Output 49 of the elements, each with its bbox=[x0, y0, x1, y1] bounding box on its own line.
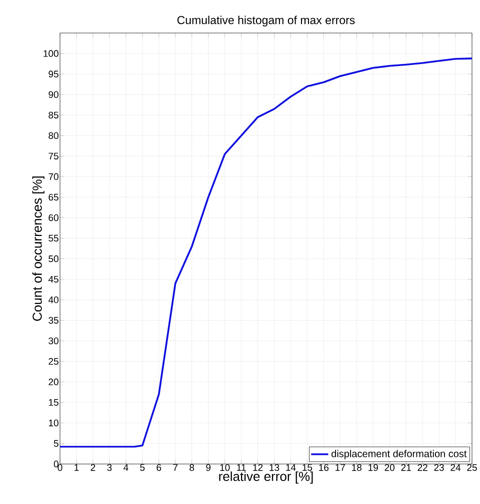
y-tick-label: 70 bbox=[48, 173, 58, 180]
x-tick-label: 2 bbox=[90, 464, 96, 471]
x-tick-label: 5 bbox=[140, 464, 145, 471]
x-tick-label: 7 bbox=[173, 464, 178, 471]
y-tick-label: 40 bbox=[48, 296, 58, 304]
x-tick-label: 3 bbox=[107, 464, 112, 471]
chart-title: Cumulative histogam of max errors bbox=[177, 16, 355, 26]
y-tick-label: 50 bbox=[48, 255, 58, 262]
x-tick-label: 20 bbox=[384, 464, 395, 471]
x-tick-label: 8 bbox=[190, 464, 194, 471]
x-tick-label: 24 bbox=[450, 464, 461, 471]
y-tick-label: 30 bbox=[48, 337, 58, 344]
x-axis-title: relative error [%] bbox=[219, 471, 313, 484]
x-tick-label: 17 bbox=[336, 464, 345, 471]
legend-label: displacement deformation cost bbox=[332, 450, 467, 460]
x-tick-label: 25 bbox=[467, 464, 477, 471]
y-axis-title: Count of occurrences [%] bbox=[32, 176, 44, 321]
y-tick-label: 100 bbox=[44, 50, 58, 57]
y-tick-label: 15 bbox=[48, 399, 58, 406]
x-tick-label: 11 bbox=[237, 464, 246, 471]
x-tick-label: 4 bbox=[123, 464, 128, 471]
y-tick-label: 55 bbox=[48, 234, 58, 242]
x-tick-label: 6 bbox=[156, 464, 162, 471]
x-tick-label: 12 bbox=[253, 464, 263, 471]
x-tick-label: 9 bbox=[206, 464, 211, 471]
x-tick-label: 21 bbox=[401, 464, 411, 471]
x-tick-label: 19 bbox=[368, 464, 378, 471]
x-tick-label: 16 bbox=[319, 464, 329, 471]
y-tick-label: 25 bbox=[48, 358, 58, 365]
y-tick-label: 10 bbox=[48, 420, 58, 426]
y-tick-label: 75 bbox=[48, 152, 58, 160]
y-tick-label: 80 bbox=[48, 132, 58, 139]
x-tick-label: 23 bbox=[434, 464, 444, 471]
y-tick-label: 65 bbox=[48, 194, 58, 201]
y-tick-label: 35 bbox=[48, 316, 58, 324]
x-tick-label: 14 bbox=[286, 464, 296, 471]
y-tick-label: 90 bbox=[48, 91, 58, 98]
y-tick-label: 20 bbox=[48, 378, 58, 386]
y-tick-label: 85 bbox=[48, 112, 58, 118]
y-tick-label: 5 bbox=[54, 440, 58, 447]
x-tick-label: 22 bbox=[418, 464, 428, 471]
x-tick-label: 18 bbox=[352, 464, 362, 471]
y-tick-label: 45 bbox=[48, 276, 58, 283]
x-tick-label: 13 bbox=[270, 464, 280, 471]
x-tick-label: 1 bbox=[74, 464, 79, 471]
x-tick-label: 15 bbox=[302, 464, 312, 471]
y-tick-label: 95 bbox=[48, 70, 58, 78]
y-tick-label: 60 bbox=[48, 214, 58, 222]
x-tick-label: 10 bbox=[220, 464, 230, 471]
